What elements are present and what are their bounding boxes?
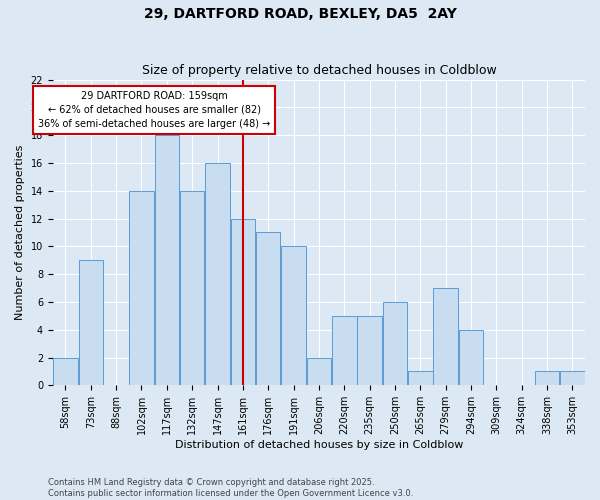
Title: Size of property relative to detached houses in Coldblow: Size of property relative to detached ho…: [142, 64, 496, 77]
Bar: [433, 288, 458, 386]
Bar: [256, 232, 280, 386]
Text: 29 DARTFORD ROAD: 159sqm
← 62% of detached houses are smaller (82)
36% of semi-d: 29 DARTFORD ROAD: 159sqm ← 62% of detach…: [38, 90, 270, 128]
Bar: [180, 191, 205, 386]
Bar: [205, 163, 230, 386]
Bar: [155, 135, 179, 386]
Bar: [307, 358, 331, 386]
Bar: [129, 191, 154, 386]
Bar: [332, 316, 356, 386]
Bar: [535, 372, 559, 386]
Bar: [560, 372, 584, 386]
X-axis label: Distribution of detached houses by size in Coldblow: Distribution of detached houses by size …: [175, 440, 463, 450]
Bar: [79, 260, 103, 386]
Bar: [53, 358, 78, 386]
Bar: [383, 302, 407, 386]
Bar: [230, 218, 255, 386]
Text: Contains HM Land Registry data © Crown copyright and database right 2025.
Contai: Contains HM Land Registry data © Crown c…: [48, 478, 413, 498]
Bar: [281, 246, 306, 386]
Text: 29, DARTFORD ROAD, BEXLEY, DA5  2AY: 29, DARTFORD ROAD, BEXLEY, DA5 2AY: [143, 8, 457, 22]
Bar: [408, 372, 433, 386]
Bar: [458, 330, 483, 386]
Bar: [357, 316, 382, 386]
Y-axis label: Number of detached properties: Number of detached properties: [15, 145, 25, 320]
